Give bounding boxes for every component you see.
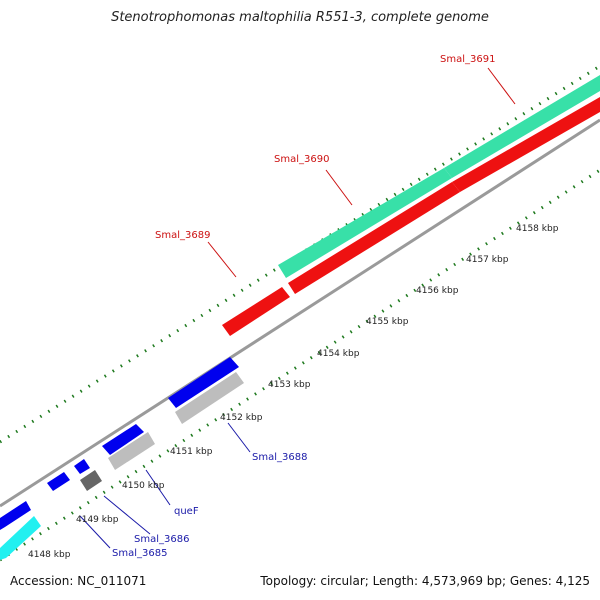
genome-summary-text: Topology: circular; Length: 4,573,969 bp… [260,574,590,588]
cds-feature[interactable] [47,472,70,491]
callout-line [227,422,251,453]
callout-line [145,469,171,506]
ruler-label: 4156 kbp [416,286,459,296]
cds-feature[interactable] [0,501,31,530]
ruler-label: 4155 kbp [366,317,409,327]
outer-minor-ticks [0,64,600,444]
callout-line [207,241,237,278]
gene-labels: Smal_3685 Smal_3686 queF Smal_3688 Smal_… [112,54,495,559]
cds-feature[interactable] [444,75,600,178]
map-title: Stenotrophomonas maltophilia R551-3, com… [111,10,489,25]
cds-feature[interactable] [0,516,41,560]
ruler-label: 4153 kbp [268,380,311,390]
label-callouts [79,67,516,549]
ruler-labels: 4148 kbp 4149 kbp 4150 kbp 4151 kbp 4152… [28,224,559,560]
cds-feature[interactable] [278,168,452,278]
ruler-label: 4151 kbp [170,447,213,457]
cds-feature[interactable] [74,459,90,474]
cds-feature[interactable] [288,182,460,294]
gene-label-smal-3686[interactable]: Smal_3686 [134,534,189,545]
gene-label-quef[interactable]: queF [174,506,199,517]
callout-line [487,67,516,105]
cds-feature[interactable] [222,287,290,336]
forward-strand-features [0,75,600,530]
callout-line [79,515,111,549]
gene-label-smal-3691[interactable]: Smal_3691 [440,54,495,65]
ruler-label: 4149 kbp [76,515,119,525]
genome-backbone [0,118,600,508]
cds-feature[interactable] [108,432,155,470]
cds-feature[interactable] [102,424,144,455]
callout-line [103,495,151,535]
gene-label-smal-3688[interactable]: Smal_3688 [252,452,307,463]
cds-feature[interactable] [452,97,600,192]
cds-feature[interactable] [168,357,239,408]
cds-feature[interactable] [175,372,244,424]
callout-line [325,169,353,206]
ruler-label: 4152 kbp [220,413,263,423]
gene-label-smal-3689[interactable]: Smal_3689 [155,230,210,241]
ruler-label: 4150 kbp [122,481,165,491]
ruler-label: 4158 kbp [516,224,559,234]
ruler-label: 4157 kbp [466,255,509,265]
inner-tick-ring [0,168,600,562]
gene-label-smal-3690[interactable]: Smal_3690 [274,154,329,165]
accession-text: Accession: NC_011071 [10,574,147,588]
reverse-strand-features [0,97,600,560]
ruler-label: 4154 kbp [317,349,360,359]
ruler-label: 4148 kbp [28,550,71,560]
outer-tick-ring [0,64,600,444]
gene-label-smal-3685[interactable]: Smal_3685 [112,548,167,559]
cds-feature[interactable] [80,470,102,491]
